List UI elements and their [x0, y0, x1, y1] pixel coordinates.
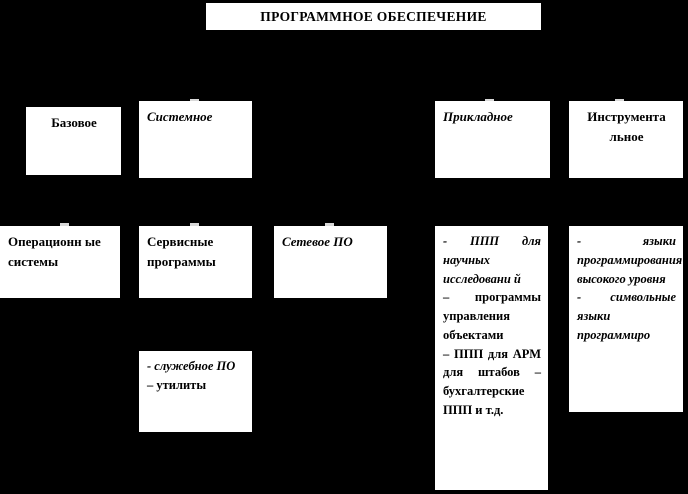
node-bazovoe[interactable]: Базовое — [26, 107, 121, 175]
node-utility[interactable]: - служебное ПО – утилиты — [139, 351, 252, 432]
node-prikladnoe[interactable]: Прикладное — [435, 101, 550, 178]
connector-stub-operacionnye — [60, 223, 69, 226]
node-applied-list[interactable]: - ППП для научных исследовани й – програ… — [435, 226, 548, 490]
utility-line-2: – утилиты — [147, 377, 207, 392]
page-title: ПРОГРАММНОЕ ОБЕСПЕЧЕНИЕ — [260, 8, 487, 24]
node-servisnye-programmy-label: Сервисные программы — [147, 234, 216, 270]
node-applied-list-text: - ППП для научных исследовани й – програ… — [443, 232, 541, 420]
node-instrumental-list[interactable]: - языки программирования высокого уровня… — [569, 226, 683, 412]
title-box: ПРОГРАММНОЕ ОБЕСПЕЧЕНИЕ — [206, 3, 541, 30]
node-utility-text: - служебное ПО – утилиты — [147, 357, 245, 395]
applied-line-1: - ППП для научных исследовани й — [443, 234, 541, 286]
node-operacionnye-sistemy-label: Операционн ые системы — [8, 234, 101, 270]
connector-stub-instrumentalnoe — [615, 99, 624, 102]
node-setevoe-po[interactable]: Сетевое ПО — [274, 226, 387, 298]
node-instrumental-list-text: - языки программирования высокого уровня… — [577, 232, 683, 345]
node-operacionnye-sistemy[interactable]: Операционн ые системы — [0, 226, 120, 298]
connector-stub-setevoe — [325, 223, 334, 226]
node-sistemnoe-label: Системное — [147, 109, 213, 124]
instrumental-line-1: - языки программирования высокого уровня — [577, 234, 683, 286]
node-instrumentalnoe[interactable]: Инструмента льное — [569, 101, 683, 178]
node-bazovoe-label: Базовое — [51, 115, 97, 130]
connector-stub-servisnye — [190, 223, 199, 226]
utility-line-1: - служебное ПО — [147, 359, 236, 373]
node-instrumentalnoe-label: Инструмента льное — [587, 109, 666, 145]
node-sistemnoe[interactable]: Системное — [139, 101, 252, 178]
connector-stub-systemnoe — [190, 99, 199, 102]
node-prikladnoe-label: Прикладное — [443, 109, 513, 124]
connector-stub-prikladnoe — [485, 99, 494, 102]
applied-line-3: – ППП для АРМ для штабов – бухгалтерские… — [443, 346, 541, 417]
node-setevoe-po-label: Сетевое ПО — [282, 234, 353, 249]
instrumental-line-2: - символьные языки программиро — [577, 290, 676, 342]
applied-line-2: – программы управления объектами — [443, 290, 541, 342]
node-servisnye-programmy[interactable]: Сервисные программы — [139, 226, 252, 298]
